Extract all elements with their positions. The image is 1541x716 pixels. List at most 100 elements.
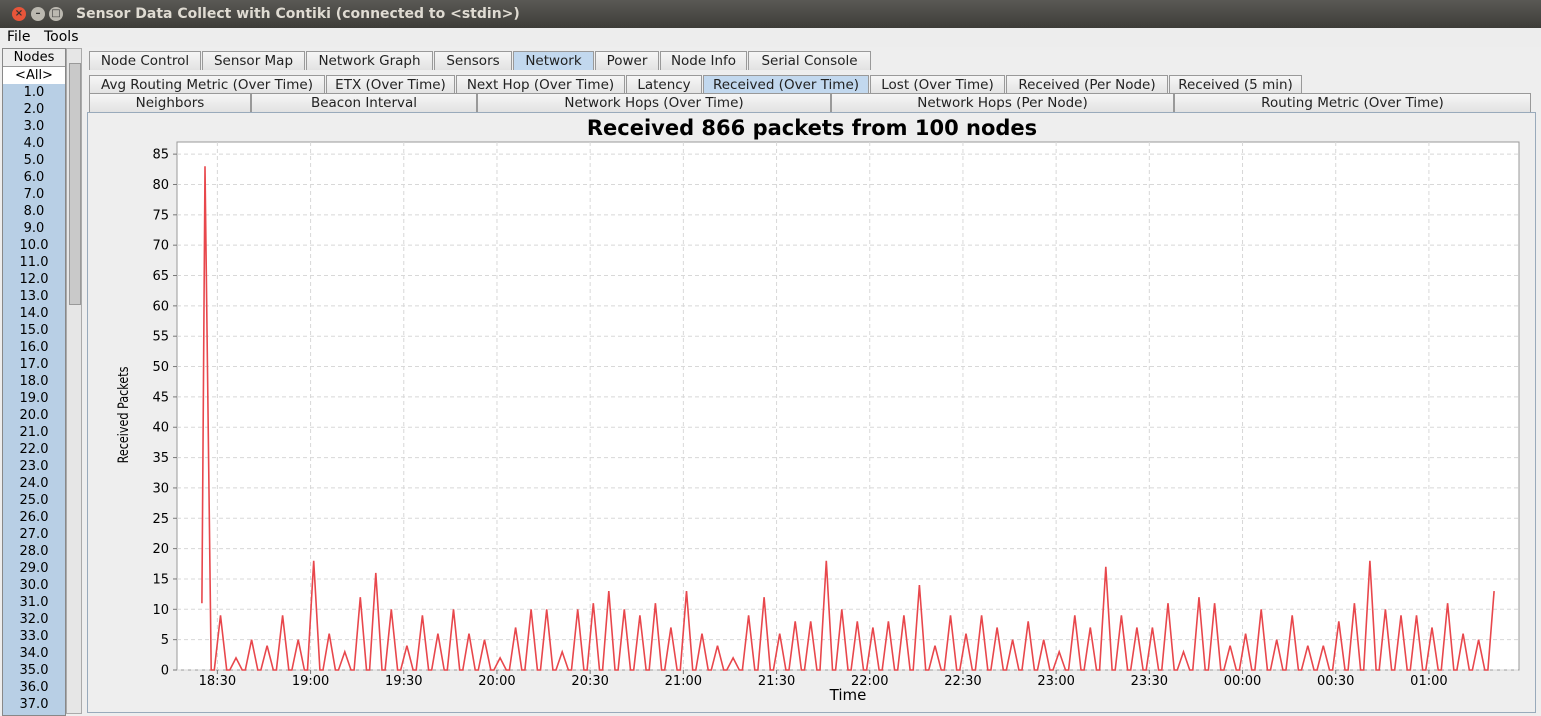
node-item[interactable]: 7.0 <box>3 186 65 203</box>
menu-item[interactable]: Tools <box>44 29 79 45</box>
tab[interactable]: ETX (Over Time) <box>326 75 455 94</box>
node-item[interactable]: 12.0 <box>3 271 65 288</box>
close-button[interactable]: × <box>12 7 26 21</box>
y-tick-label: 25 <box>152 512 169 527</box>
x-tick-label: 23:30 <box>1131 674 1168 689</box>
node-item[interactable]: 8.0 <box>3 203 65 220</box>
node-item[interactable]: 30.0 <box>3 577 65 594</box>
node-item[interactable]: 23.0 <box>3 458 65 475</box>
node-item[interactable]: 9.0 <box>3 220 65 237</box>
chart-panel: Received 866 packets from 100 nodes 0 5 10 1… <box>87 112 1536 713</box>
node-item[interactable]: 6.0 <box>3 169 65 186</box>
tab[interactable]: Network <box>513 51 594 70</box>
plot-area <box>176 141 1520 671</box>
node-item[interactable]: 10.0 <box>3 237 65 254</box>
y-tick-label: 5 <box>161 633 169 648</box>
y-tick-label: 30 <box>152 481 169 496</box>
node-item[interactable]: 25.0 <box>3 492 65 509</box>
node-item[interactable]: 34.0 <box>3 645 65 662</box>
maximize-button[interactable]: □ <box>49 7 63 21</box>
node-item[interactable]: 14.0 <box>3 305 65 322</box>
node-item[interactable]: 3.0 <box>3 118 65 135</box>
tab[interactable]: Node Control <box>89 51 201 70</box>
tab[interactable]: Received (Per Node) <box>1006 75 1168 94</box>
node-item[interactable]: 26.0 <box>3 509 65 526</box>
node-item[interactable]: 2.0 <box>3 101 65 118</box>
tab[interactable]: Neighbors <box>89 93 251 112</box>
node-item[interactable]: 11.0 <box>3 254 65 271</box>
tab[interactable]: Node Info <box>660 51 747 70</box>
tab[interactable]: Network Hops (Per Node) <box>831 93 1174 112</box>
tab[interactable]: Serial Console <box>748 51 871 70</box>
node-item[interactable]: 31.0 <box>3 594 65 611</box>
x-tick-label: 22:00 <box>851 674 888 689</box>
node-item[interactable]: 13.0 <box>3 288 65 305</box>
node-item[interactable]: 37.0 <box>3 696 65 713</box>
node-item[interactable]: 32.0 <box>3 611 65 628</box>
x-tick-label: 22:30 <box>944 674 981 689</box>
y-tick-label: 60 <box>152 299 169 314</box>
tab[interactable]: Next Hop (Over Time) <box>456 75 625 94</box>
node-item[interactable]: 5.0 <box>3 152 65 169</box>
scrollbar[interactable] <box>66 48 82 714</box>
tab[interactable]: Routing Metric (Over Time) <box>1174 93 1531 112</box>
menu-bar: File Tools <box>0 28 1541 47</box>
tab[interactable]: Network Hops (Over Time) <box>477 93 831 112</box>
data-line <box>201 166 1495 671</box>
tab[interactable]: Latency <box>626 75 702 94</box>
node-item[interactable]: 19.0 <box>3 390 65 407</box>
tab[interactable]: Beacon Interval <box>251 93 477 112</box>
window-title: Sensor Data Collect with Contiki (connec… <box>76 6 520 22</box>
y-tick-label: 75 <box>152 208 169 223</box>
y-tick-label: 65 <box>152 269 169 284</box>
x-tick-label: 23:00 <box>1037 674 1074 689</box>
node-list-header: Nodes <box>3 49 65 67</box>
node-item[interactable]: 28.0 <box>3 543 65 560</box>
node-item[interactable]: 4.0 <box>3 135 65 152</box>
y-tick-label: 80 <box>152 178 169 193</box>
tab[interactable]: Received (Over Time) <box>703 75 869 94</box>
node-item[interactable]: 29.0 <box>3 560 65 577</box>
node-item[interactable]: 17.0 <box>3 356 65 373</box>
y-tick-label: 50 <box>152 360 169 375</box>
node-item[interactable]: 35.0 <box>3 662 65 679</box>
node-item[interactable]: 16.0 <box>3 339 65 356</box>
tab[interactable]: Sensor Map <box>202 51 305 70</box>
y-tick-label: 70 <box>152 239 169 254</box>
x-tick-label: 18:30 <box>199 674 236 689</box>
scroll-thumb[interactable] <box>69 63 81 305</box>
node-item[interactable]: 21.0 <box>3 424 65 441</box>
tab[interactable]: Lost (Over Time) <box>870 75 1005 94</box>
y-tick-label: 15 <box>152 572 169 587</box>
x-tick-label: 01:00 <box>1410 674 1447 689</box>
node-item[interactable]: 33.0 <box>3 628 65 645</box>
y-tick-label: 55 <box>152 330 169 345</box>
y-tick-label: 85 <box>152 148 169 163</box>
node-list: Nodes <All> 1.0 2.0 3.0 4.0 5.0 6.0 7.0 8.0 9.0 10.… <box>2 48 66 716</box>
tab[interactable]: Sensors <box>434 51 512 70</box>
node-item[interactable]: 22.0 <box>3 441 65 458</box>
node-item[interactable]: 18.0 <box>3 373 65 390</box>
node-item[interactable]: 27.0 <box>3 526 65 543</box>
tab[interactable]: Network Graph <box>306 51 433 70</box>
node-item[interactable]: 36.0 <box>3 679 65 696</box>
tab[interactable]: Avg Routing Metric (Over Time) <box>89 75 325 94</box>
chart-title: Received 866 packets from 100 nodes <box>587 116 1037 140</box>
node-item[interactable]: 20.0 <box>3 407 65 424</box>
menu-item[interactable]: File <box>7 29 31 45</box>
x-tick-label: 19:00 <box>292 674 329 689</box>
tab[interactable]: Power <box>595 51 659 70</box>
x-tick-label: 20:00 <box>478 674 515 689</box>
y-tick-label: 20 <box>152 542 169 557</box>
y-tick-label: 45 <box>152 390 169 405</box>
x-tick-label: 21:30 <box>758 674 795 689</box>
x-tick-label: 00:30 <box>1317 674 1354 689</box>
minimize-button[interactable]: – <box>31 7 45 21</box>
y-tick-label: 0 <box>161 664 169 679</box>
node-item[interactable]: 15.0 <box>3 322 65 339</box>
node-item[interactable]: 1.0 <box>3 84 65 101</box>
tab[interactable]: Received (5 min) <box>1169 75 1302 94</box>
node-item[interactable]: <All> <box>3 67 65 84</box>
x-tick-label: 00:00 <box>1224 674 1261 689</box>
node-item[interactable]: 24.0 <box>3 475 65 492</box>
